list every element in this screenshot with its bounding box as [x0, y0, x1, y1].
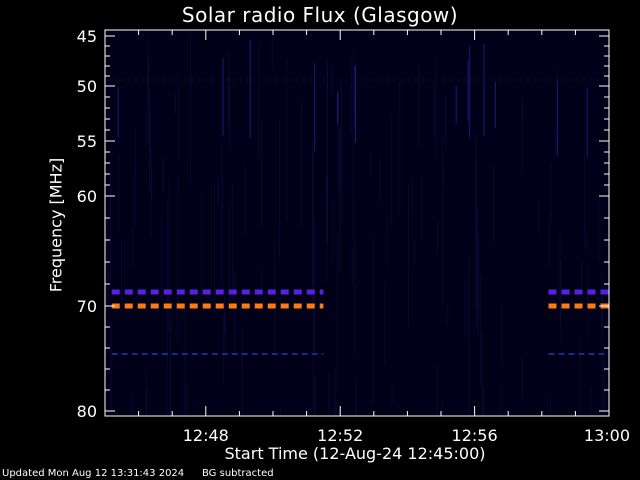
- plot-background: [105, 30, 609, 416]
- emission-bands: [111, 289, 609, 355]
- y-tick-label: 50: [77, 77, 97, 96]
- spectrogram-noise: [106, 31, 607, 416]
- y-tick-label: 80: [77, 402, 97, 421]
- y-tick-label: 60: [77, 187, 97, 206]
- x-tick-label: 13:00: [584, 426, 630, 445]
- y-axis-label: Frequency [MHz]: [46, 157, 66, 293]
- y-tick-label: 55: [77, 132, 97, 151]
- x-tick-label: 12:56: [452, 426, 498, 445]
- y-tick-label: 70: [77, 297, 97, 316]
- bg-note: BG subtracted: [202, 468, 274, 479]
- y-axis: 45 50 55 60 70 80: [77, 27, 609, 421]
- chart-title: Solar radio Flux (Glasgow): [181, 3, 459, 27]
- x-axis: 12:48 12:52 12:56 13:00: [104, 30, 630, 445]
- plot-frame: [104, 29, 610, 417]
- y-tick-label: 45: [77, 27, 97, 46]
- x-tick-label: 12:52: [317, 426, 363, 445]
- x-tick-label: 12:48: [183, 426, 229, 445]
- updated-timestamp: Updated Mon Aug 12 13:31:43 2024: [2, 468, 185, 479]
- x-axis-label: Start Time (12-Aug-24 12:45:00): [224, 444, 486, 463]
